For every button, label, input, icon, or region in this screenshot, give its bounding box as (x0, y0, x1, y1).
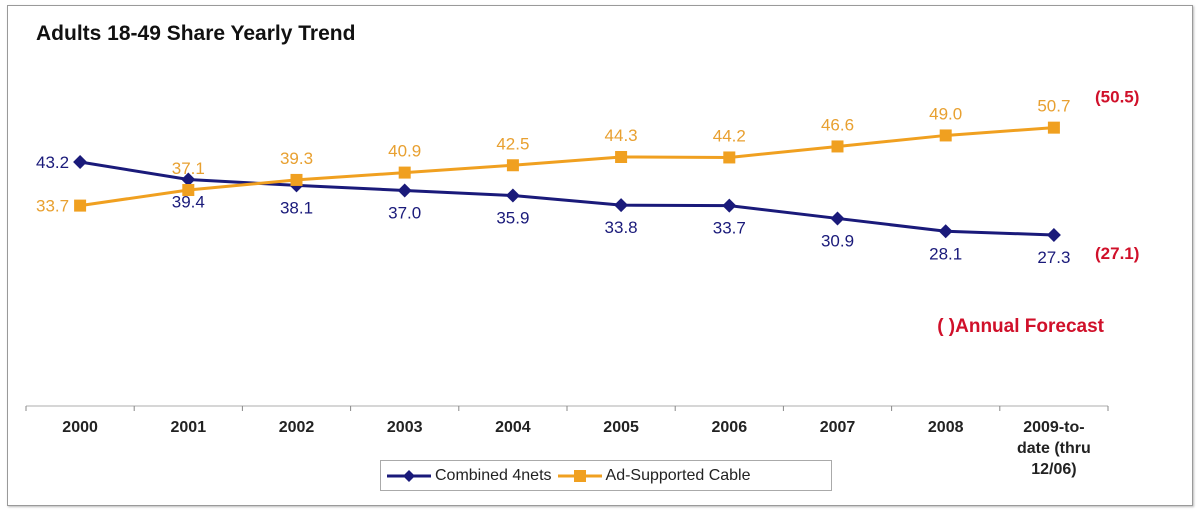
x-tick-label: 2008 (928, 419, 964, 436)
data-label: 39.4 (172, 192, 205, 211)
square-marker-icon (557, 469, 602, 482)
data-point (1046, 227, 1061, 242)
data-point (182, 184, 195, 197)
data-point (290, 173, 303, 186)
data-label: 46.6 (821, 115, 854, 134)
data-point (831, 140, 844, 153)
data-label: 49.0 (929, 104, 962, 123)
data-label: 33.8 (605, 218, 638, 237)
data-point (181, 172, 196, 187)
data-point (397, 183, 412, 198)
legend-label: Ad-Supported Cable (605, 466, 751, 484)
x-tick-label: 2000 (62, 419, 98, 436)
data-point (398, 166, 411, 179)
x-tick-label: 2009-to-date (thru 12/06) (1017, 419, 1091, 478)
series-line-combined-4nets (79, 160, 1054, 237)
data-point (614, 198, 629, 213)
data-label: 37.0 (388, 203, 421, 222)
legend: Combined 4nets Ad-Supported Cable (380, 460, 832, 491)
data-label: 28.1 (929, 244, 962, 263)
data-label: 30.9 (821, 231, 854, 250)
forecast-label: (50.5) (1095, 88, 1139, 107)
data-point (506, 159, 519, 172)
data-label: 40.9 (388, 142, 421, 161)
data-point (1047, 121, 1060, 134)
chart-title: Adults 18-49 Share Yearly Trend (36, 22, 356, 45)
data-label: 35.9 (496, 209, 529, 228)
x-tick-label: 2001 (171, 419, 207, 436)
data-point (939, 129, 952, 142)
forecast-annotation: ( )Annual Forecast (937, 316, 1104, 337)
x-tick-label: 2007 (820, 419, 856, 436)
data-point (830, 211, 845, 226)
data-label: 42.5 (496, 134, 529, 153)
legend-label: Combined 4nets (435, 466, 552, 484)
data-label: 43.2 (36, 153, 69, 172)
x-tick-label: 2005 (603, 419, 639, 436)
data-label: 27.3 (1037, 248, 1070, 267)
x-tick-label: 2004 (495, 419, 531, 436)
data-label: 50.7 (1037, 97, 1070, 116)
series-line-ad-supported-cable (79, 126, 1055, 208)
data-label: 39.3 (280, 149, 313, 168)
x-tick-label: 2006 (712, 419, 748, 436)
data-point (505, 188, 520, 203)
data-label: 33.7 (36, 197, 69, 216)
chart-frame (7, 5, 1193, 506)
diamond-marker-icon (387, 469, 431, 482)
legend-item-ad-supported-cable: Ad-Supported Cable (557, 466, 751, 485)
data-label: 44.2 (713, 126, 746, 145)
data-point (73, 155, 88, 170)
data-label: 38.1 (280, 198, 313, 217)
data-point (722, 198, 737, 213)
data-point (938, 224, 953, 239)
data-point (723, 151, 736, 164)
forecast-label: (27.1) (1095, 244, 1139, 263)
legend-item-combined-4nets: Combined 4nets (387, 467, 552, 485)
x-tick-label: 2002 (279, 419, 315, 436)
x-tick-label: 2003 (387, 419, 423, 436)
data-point (615, 150, 628, 163)
data-point (74, 199, 87, 212)
data-label: 37.1 (172, 159, 205, 178)
data-label: 33.7 (713, 219, 746, 238)
data-label: 44.3 (605, 126, 638, 145)
